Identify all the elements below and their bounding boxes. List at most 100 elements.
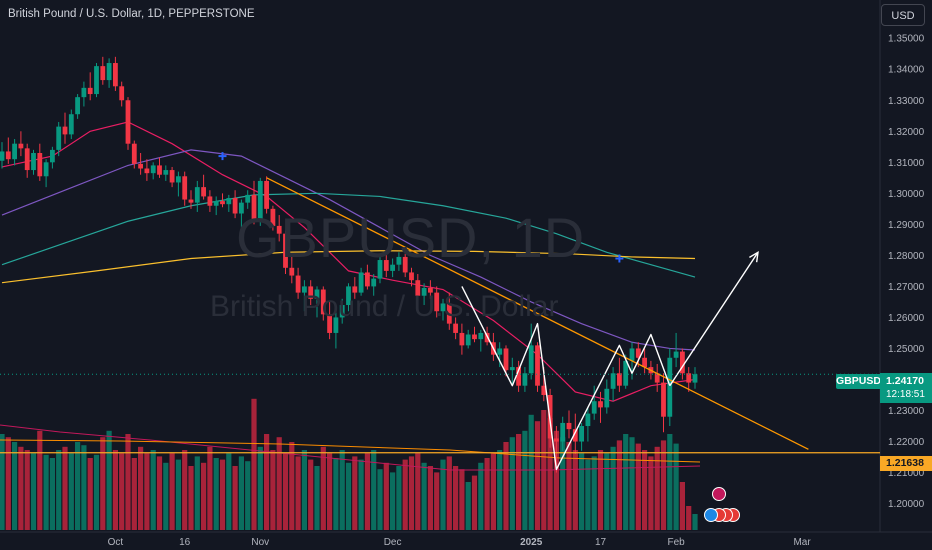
price-axis-tick: 1.33000: [888, 96, 925, 107]
price-axis-tick: 1.34000: [888, 65, 925, 76]
candle-body: [333, 317, 339, 333]
candle-body: [421, 287, 427, 296]
candle-body: [629, 348, 635, 361]
volume-bar: [81, 445, 87, 530]
volume-bar: [18, 446, 24, 530]
candle-body: [428, 287, 433, 293]
candle-body: [68, 114, 74, 135]
us-flag-event-icon[interactable]: [704, 508, 718, 522]
volume-bar: [440, 459, 446, 530]
volume-bar: [5, 437, 11, 530]
volume-bar: [308, 459, 314, 530]
projection-arrow: [669, 251, 759, 387]
volume-bar: [566, 442, 572, 530]
candle-body: [308, 286, 314, 299]
price-axis-tick: 1.31000: [888, 158, 925, 169]
volume-bar: [264, 434, 270, 530]
candle-body: [402, 256, 408, 273]
volume-bar: [289, 442, 295, 530]
candle-body: [62, 126, 68, 135]
volume-bar: [648, 456, 654, 530]
volume-bar: [219, 459, 226, 530]
candle-body: [320, 289, 326, 315]
candle-body: [245, 194, 251, 203]
volume-bar: [37, 430, 43, 530]
volume-bar: [56, 450, 62, 530]
volume-bar: [516, 434, 522, 530]
volume-bar: [490, 453, 496, 530]
volume-ma-long-line: [0, 439, 701, 463]
volume-bar: [528, 414, 534, 530]
candle-body: [75, 97, 80, 115]
moving-average-line: [1, 192, 696, 278]
candle-body: [144, 168, 150, 174]
watermark-description: British Pound / U.S. Dollar: [210, 290, 559, 323]
symbol-price-label: GBPUSD: [836, 374, 881, 389]
volume-bar: [509, 437, 515, 530]
candle-body: [169, 170, 175, 183]
price-axis-tick: 1.21000: [888, 468, 925, 479]
candle-body: [446, 303, 452, 324]
candle-body: [125, 100, 131, 144]
uk-event-icon[interactable]: [712, 487, 726, 501]
volume-bar: [686, 506, 692, 530]
volume-bar: [125, 434, 131, 530]
volume-bar: [144, 453, 150, 530]
price-axis-tick: 1.25000: [888, 344, 925, 355]
candle-body: [81, 87, 87, 98]
volume-bar: [257, 446, 263, 530]
volume-bar: [24, 450, 30, 530]
candle-body: [239, 202, 244, 214]
time-axis-tick: 2025: [520, 537, 543, 548]
volume-bar: [610, 446, 616, 530]
price-axis-tick: 1.27000: [888, 282, 925, 293]
candle-body: [472, 334, 477, 340]
candle-body: [509, 367, 515, 371]
volume-bar: [93, 454, 100, 530]
candle-body: [642, 357, 647, 368]
volume-ma-line: [0, 424, 701, 471]
candle-body: [572, 429, 578, 442]
candle-body: [535, 345, 540, 386]
volume-bar: [484, 458, 490, 530]
volume-bar: [106, 430, 112, 530]
candle-body: [478, 332, 484, 340]
volume-bar: [49, 458, 55, 530]
candle-body: [623, 360, 629, 386]
volume-bar: [673, 443, 679, 530]
candle-body: [661, 382, 666, 417]
price-axis-tick: 1.35000: [888, 34, 925, 45]
candle-body: [541, 385, 547, 395]
candle-body: [339, 305, 345, 318]
volume-bar: [282, 453, 289, 530]
candle-body: [358, 272, 364, 293]
volume-bar: [660, 440, 667, 530]
candle-body: [150, 165, 156, 174]
candle-body: [667, 357, 673, 417]
volume-bar: [679, 482, 685, 530]
volume-bar: [434, 472, 440, 530]
candle-body: [617, 373, 622, 386]
candle-body: [346, 286, 351, 306]
candle-body: [31, 153, 36, 171]
candle-body: [497, 348, 503, 355]
volume-bar: [314, 466, 320, 530]
candle-body: [516, 367, 521, 386]
time-axis-tick: Dec: [384, 537, 402, 548]
volume-bar: [585, 459, 591, 530]
candle-body: [207, 196, 213, 206]
volume-bar: [522, 430, 528, 530]
price-axis-tick: 1.28000: [888, 251, 925, 262]
volume-bar: [692, 514, 698, 530]
candle-body: [390, 264, 395, 271]
volume-bar: [119, 453, 125, 530]
horizontal-line-price-tag: 1.21638: [880, 456, 932, 471]
candle-body: [0, 151, 5, 161]
candle-body: [201, 187, 206, 197]
candle-body: [119, 86, 125, 101]
volume-bar: [112, 450, 118, 530]
volume-bar: [377, 469, 383, 530]
candle-body: [465, 334, 471, 346]
currency-button[interactable]: USD: [881, 4, 925, 26]
